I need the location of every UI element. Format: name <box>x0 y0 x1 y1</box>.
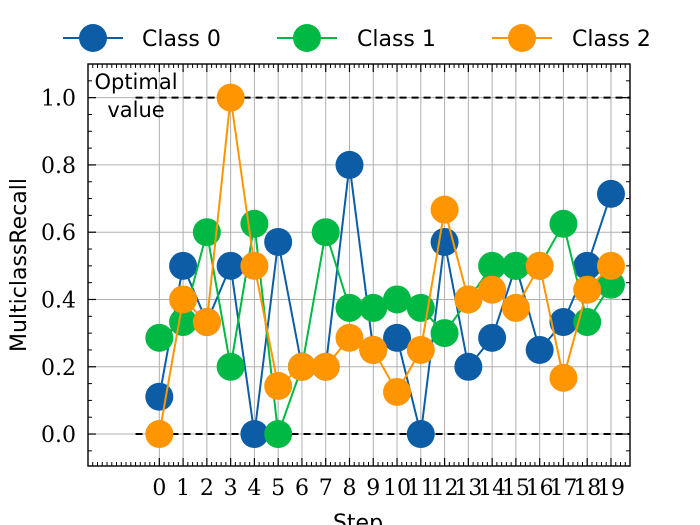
y-axis-label: MulticlassRecall <box>7 178 32 352</box>
x-tick-label: 4 <box>247 476 261 501</box>
data-point <box>549 363 578 392</box>
data-point <box>549 308 578 337</box>
x-tick-label: 2 <box>200 476 214 501</box>
y-tick-label: 0.2 <box>41 356 76 381</box>
axis-ticks: 0 1 2 3 4 5 6 7 8 9 101112131415161718190.00.20.40… <box>41 63 631 501</box>
legend-item: Class 0 <box>63 24 221 52</box>
y-tick-label: 1.0 <box>41 87 76 112</box>
x-tick-label: 5 <box>271 476 285 501</box>
data-point <box>549 209 578 238</box>
data-point <box>335 323 364 352</box>
data-point <box>359 293 388 322</box>
optimal-annotation-line1: Optimal <box>94 70 177 94</box>
x-tick-label: 0 <box>152 476 166 501</box>
legend-label: Class 1 <box>357 27 436 52</box>
data-point <box>478 251 507 280</box>
data-point <box>454 285 483 314</box>
data-point <box>525 335 554 364</box>
data-point <box>430 319 459 348</box>
x-tick-label: 10 <box>383 476 411 501</box>
data-point <box>264 371 293 400</box>
data-point <box>240 420 269 449</box>
data-point <box>287 352 316 381</box>
x-tick-label: 8 <box>342 476 356 501</box>
data-point <box>311 218 340 247</box>
x-tick-label: 16 <box>526 476 554 501</box>
data-point <box>216 352 245 381</box>
legend-item: Class 1 <box>277 24 436 52</box>
data-point <box>192 308 221 337</box>
data-point <box>406 335 435 364</box>
x-tick-label: 18 <box>573 476 601 501</box>
data-point <box>573 275 602 304</box>
x-tick-label: 17 <box>549 476 577 501</box>
data-point <box>240 251 269 280</box>
x-tick-label: 12 <box>431 476 459 501</box>
x-tick-label: 3 <box>224 476 238 501</box>
y-tick-label: 0.8 <box>41 154 76 179</box>
data-point <box>454 352 483 381</box>
data-point <box>478 323 507 352</box>
data-point <box>359 335 388 364</box>
legend-label: Class 0 <box>142 27 221 52</box>
data-point <box>169 308 198 337</box>
legend: Class 0 Class 1 Class 2 <box>63 24 651 52</box>
data-point <box>169 251 198 280</box>
legend-item: Class 2 <box>492 24 651 52</box>
data-point <box>596 251 625 280</box>
y-tick-label: 0.6 <box>41 221 76 246</box>
x-tick-label: 9 <box>366 476 380 501</box>
legend-marker <box>293 24 321 52</box>
data-point <box>478 275 507 304</box>
data-point <box>573 251 602 280</box>
x-tick-label: 6 <box>295 476 309 501</box>
x-tick-label: 19 <box>597 476 625 501</box>
data-point <box>240 209 269 238</box>
y-tick-label: 0.4 <box>41 288 76 313</box>
data-point <box>596 179 625 208</box>
data-point <box>335 150 364 179</box>
data-point <box>311 352 340 381</box>
x-tick-label: 13 <box>454 476 482 501</box>
data-point <box>501 293 530 322</box>
optimal-annotation-line2: value <box>107 98 164 122</box>
data-point <box>145 420 174 449</box>
data-point <box>192 218 221 247</box>
data-point <box>216 251 245 280</box>
legend-marker <box>508 24 536 52</box>
data-point <box>573 308 602 337</box>
data-point <box>406 293 435 322</box>
legend-marker <box>79 24 107 52</box>
data-point <box>216 83 245 112</box>
data-point <box>335 293 364 322</box>
data-point <box>145 323 174 352</box>
series-2 <box>145 83 625 449</box>
y-tick-label: 0.0 <box>41 423 76 448</box>
legend-label: Class 2 <box>572 27 651 52</box>
reference-lines <box>135 96 630 436</box>
data-point <box>430 195 459 224</box>
x-tick-label: 11 <box>407 476 435 501</box>
data-point <box>383 285 412 314</box>
data-point <box>264 227 293 256</box>
x-tick-label: 1 <box>176 476 190 501</box>
data-series <box>145 83 625 449</box>
x-tick-label: 14 <box>478 476 506 501</box>
data-point <box>525 251 554 280</box>
x-axis-label: Step <box>333 511 383 525</box>
data-point <box>264 420 293 449</box>
data-point <box>383 377 412 406</box>
data-point <box>501 251 530 280</box>
data-point <box>430 227 459 256</box>
data-point <box>169 285 198 314</box>
data-point <box>145 382 174 411</box>
x-tick-label: 7 <box>319 476 333 501</box>
data-point <box>406 420 435 449</box>
data-point <box>383 323 412 352</box>
x-tick-label: 15 <box>502 476 530 501</box>
